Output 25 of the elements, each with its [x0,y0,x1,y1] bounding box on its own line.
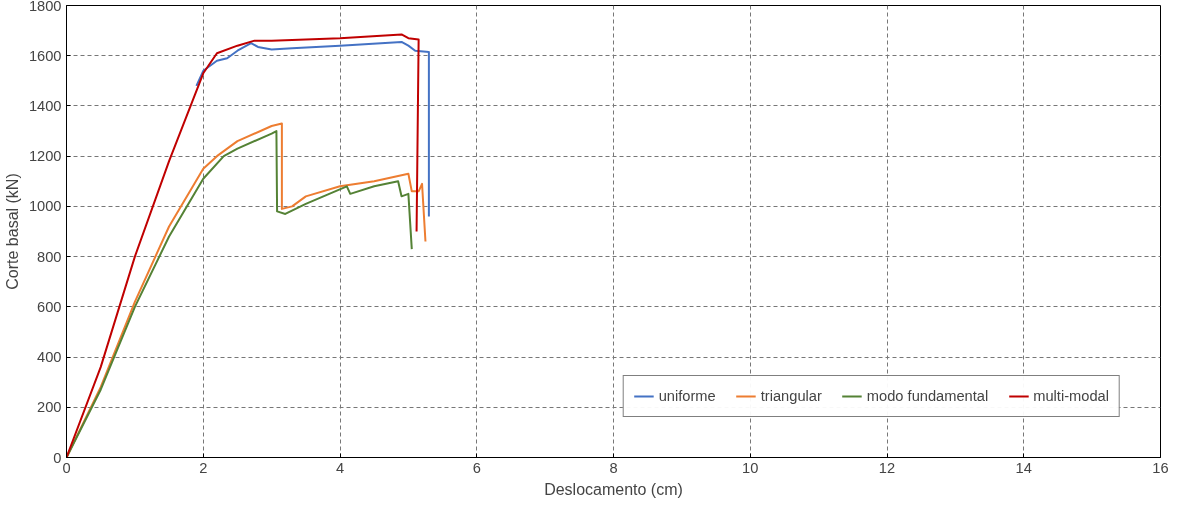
y-tick-label: 1600 [28,47,62,64]
legend-label: modo fundamental [866,388,989,404]
x-tick-label: 10 [742,459,759,476]
y-tick-label: 800 [37,248,62,265]
y-tick-label: 200 [37,399,62,416]
y-tick-label: 1200 [28,148,62,165]
legend-label: multi-modal [1033,388,1109,404]
x-tick-label: 16 [1152,459,1169,476]
line-series [66,33,420,458]
y-tick-label: 400 [37,349,62,366]
legend-label: triangular [760,388,822,404]
x-tick-label: 4 [335,459,345,476]
line-series [195,40,430,218]
x-tick-label: 8 [609,459,618,476]
y-axis-title: Corte basal (kN) [3,173,21,290]
x-tick-label: 2 [199,459,208,476]
y-tick-label: 600 [37,298,62,315]
y-tick-label: 1000 [28,198,62,215]
legend-label: uniforme [658,388,716,404]
x-tick-label: 12 [878,459,896,476]
y-tick-label: 1400 [28,97,62,114]
x-axis-title: Deslocamento (cm) [544,480,683,498]
x-tick-label: 6 [472,459,481,476]
x-tick-label: 14 [1015,459,1032,476]
y-tick-label: 1800 [28,0,62,14]
